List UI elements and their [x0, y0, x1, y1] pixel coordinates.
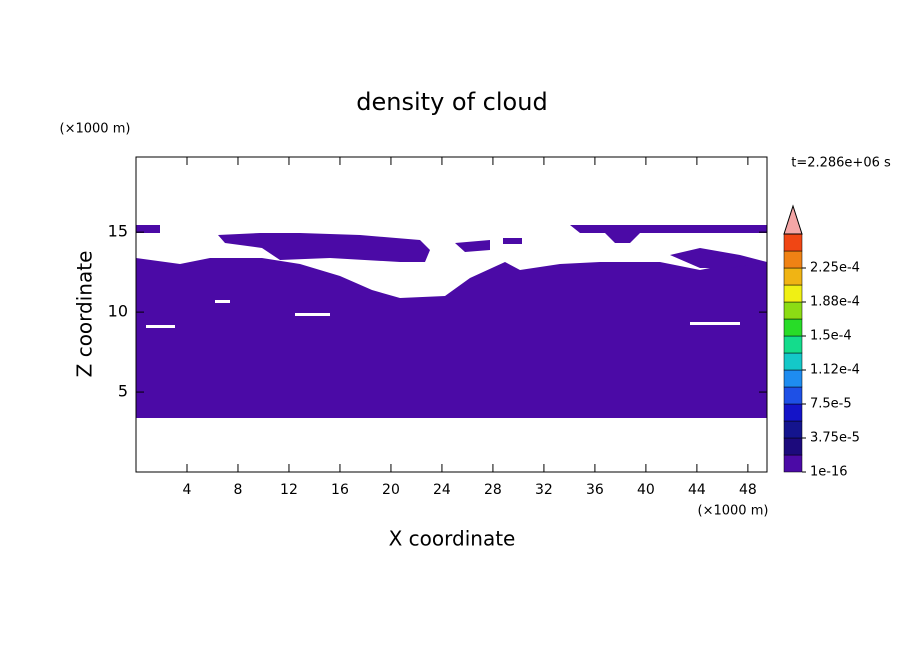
- x-tick-label: 40: [637, 482, 655, 498]
- contour-fill: [570, 225, 767, 243]
- colorbar-tick-label: 1e-16: [810, 465, 848, 480]
- x-axis-label: X coordinate: [389, 527, 516, 551]
- colorbar-swatch: [783, 250, 803, 269]
- colorbar-tick-label: 1.88e-4: [810, 295, 860, 310]
- contour-gap: [215, 300, 230, 303]
- x-tick-label: 8: [234, 482, 243, 498]
- contour-gap: [295, 313, 330, 316]
- time-annotation: t=2.286e+06 s: [791, 156, 891, 171]
- contour-fill: [136, 258, 767, 418]
- y-tick-label: 15: [108, 222, 128, 241]
- x-tick-label: 32: [535, 482, 553, 498]
- x-tick-label: 48: [739, 482, 757, 498]
- y-axis-label: Z coordinate: [73, 251, 97, 378]
- colorbar-swatch: [783, 284, 803, 303]
- y-tick-label: 5: [118, 382, 128, 401]
- contour-gap: [690, 322, 740, 325]
- x-unit: (×1000 m): [698, 504, 769, 519]
- colorbar-swatch: [783, 369, 803, 388]
- colorbar-swatch: [783, 386, 803, 405]
- contour-fill: [136, 225, 160, 233]
- colorbar-tick-label: 3.75e-5: [810, 431, 860, 446]
- x-tick-label: 16: [331, 482, 349, 498]
- x-tick-label: 28: [484, 482, 502, 498]
- contour-fill: [670, 248, 767, 268]
- contour-fill: [218, 233, 430, 262]
- colorbar-swatch: [783, 454, 803, 473]
- contour-fill: [455, 240, 490, 252]
- x-tick-label: 20: [382, 482, 400, 498]
- colorbar-swatch: [783, 437, 803, 456]
- x-tick-label: 24: [433, 482, 451, 498]
- plot-frame: [135, 156, 768, 473]
- colorbar-swatch: [783, 403, 803, 422]
- contour-fill: [503, 238, 522, 244]
- x-tick-label: 36: [586, 482, 604, 498]
- colorbar-swatch: [783, 301, 803, 320]
- colorbar-tick-label: 7.5e-5: [810, 397, 852, 412]
- colorbar-swatch: [783, 420, 803, 439]
- x-tick-label: 4: [183, 482, 192, 498]
- colorbar-tick-label: 1.5e-4: [810, 329, 852, 344]
- contour-gap: [146, 325, 175, 328]
- y-unit: (×1000 m): [60, 122, 131, 137]
- y-tick-label: 10: [108, 302, 128, 321]
- colorbar-tick-label: 1.12e-4: [810, 363, 860, 378]
- chart-title: density of cloud: [356, 88, 547, 116]
- colorbar-swatch: [783, 233, 803, 252]
- colorbar-swatch: [783, 352, 803, 371]
- colorbar-extend: [783, 204, 803, 235]
- colorbar-swatch: [783, 335, 803, 354]
- colorbar-swatch: [783, 267, 803, 286]
- colorbar-tick-label: 2.25e-4: [810, 261, 860, 276]
- x-tick-label: 12: [280, 482, 298, 498]
- x-tick-label: 44: [688, 482, 706, 498]
- colorbar-swatch: [783, 318, 803, 337]
